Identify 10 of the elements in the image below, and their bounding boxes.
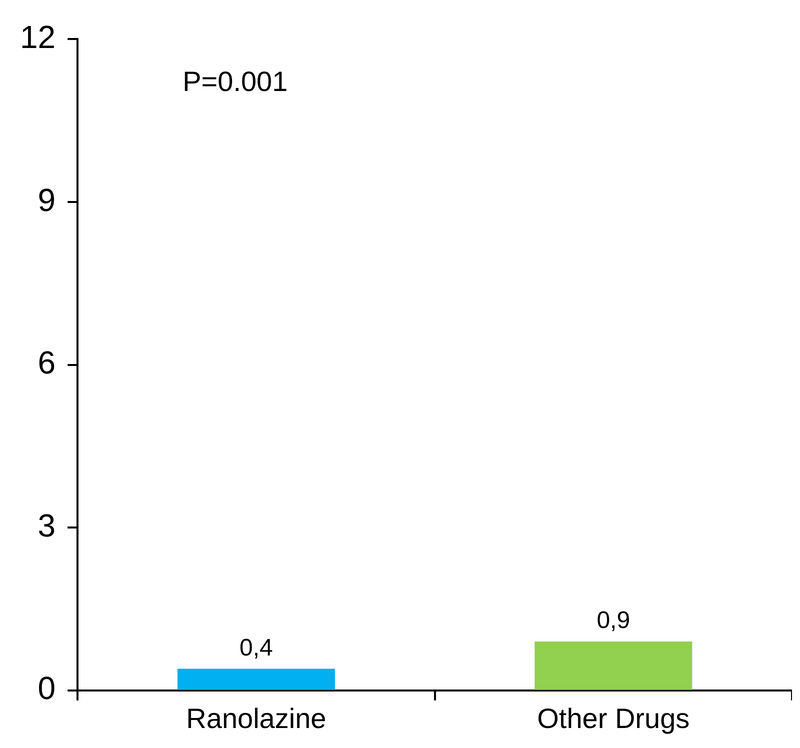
data-label: 0,4 <box>240 634 273 662</box>
y-tick-label: 3 <box>38 507 56 544</box>
y-tick-label: 9 <box>38 182 56 218</box>
y-tick-label: 6 <box>38 344 56 381</box>
y-tick-label: 12 <box>20 19 56 56</box>
annotation: P=0.001 <box>182 66 288 97</box>
x-tick-label: Other Drugs <box>537 702 690 734</box>
x-tick-label: Ranolazine <box>186 702 326 734</box>
y-tick-label: 0 <box>38 670 56 706</box>
data-label: 0,9 <box>596 607 630 634</box>
